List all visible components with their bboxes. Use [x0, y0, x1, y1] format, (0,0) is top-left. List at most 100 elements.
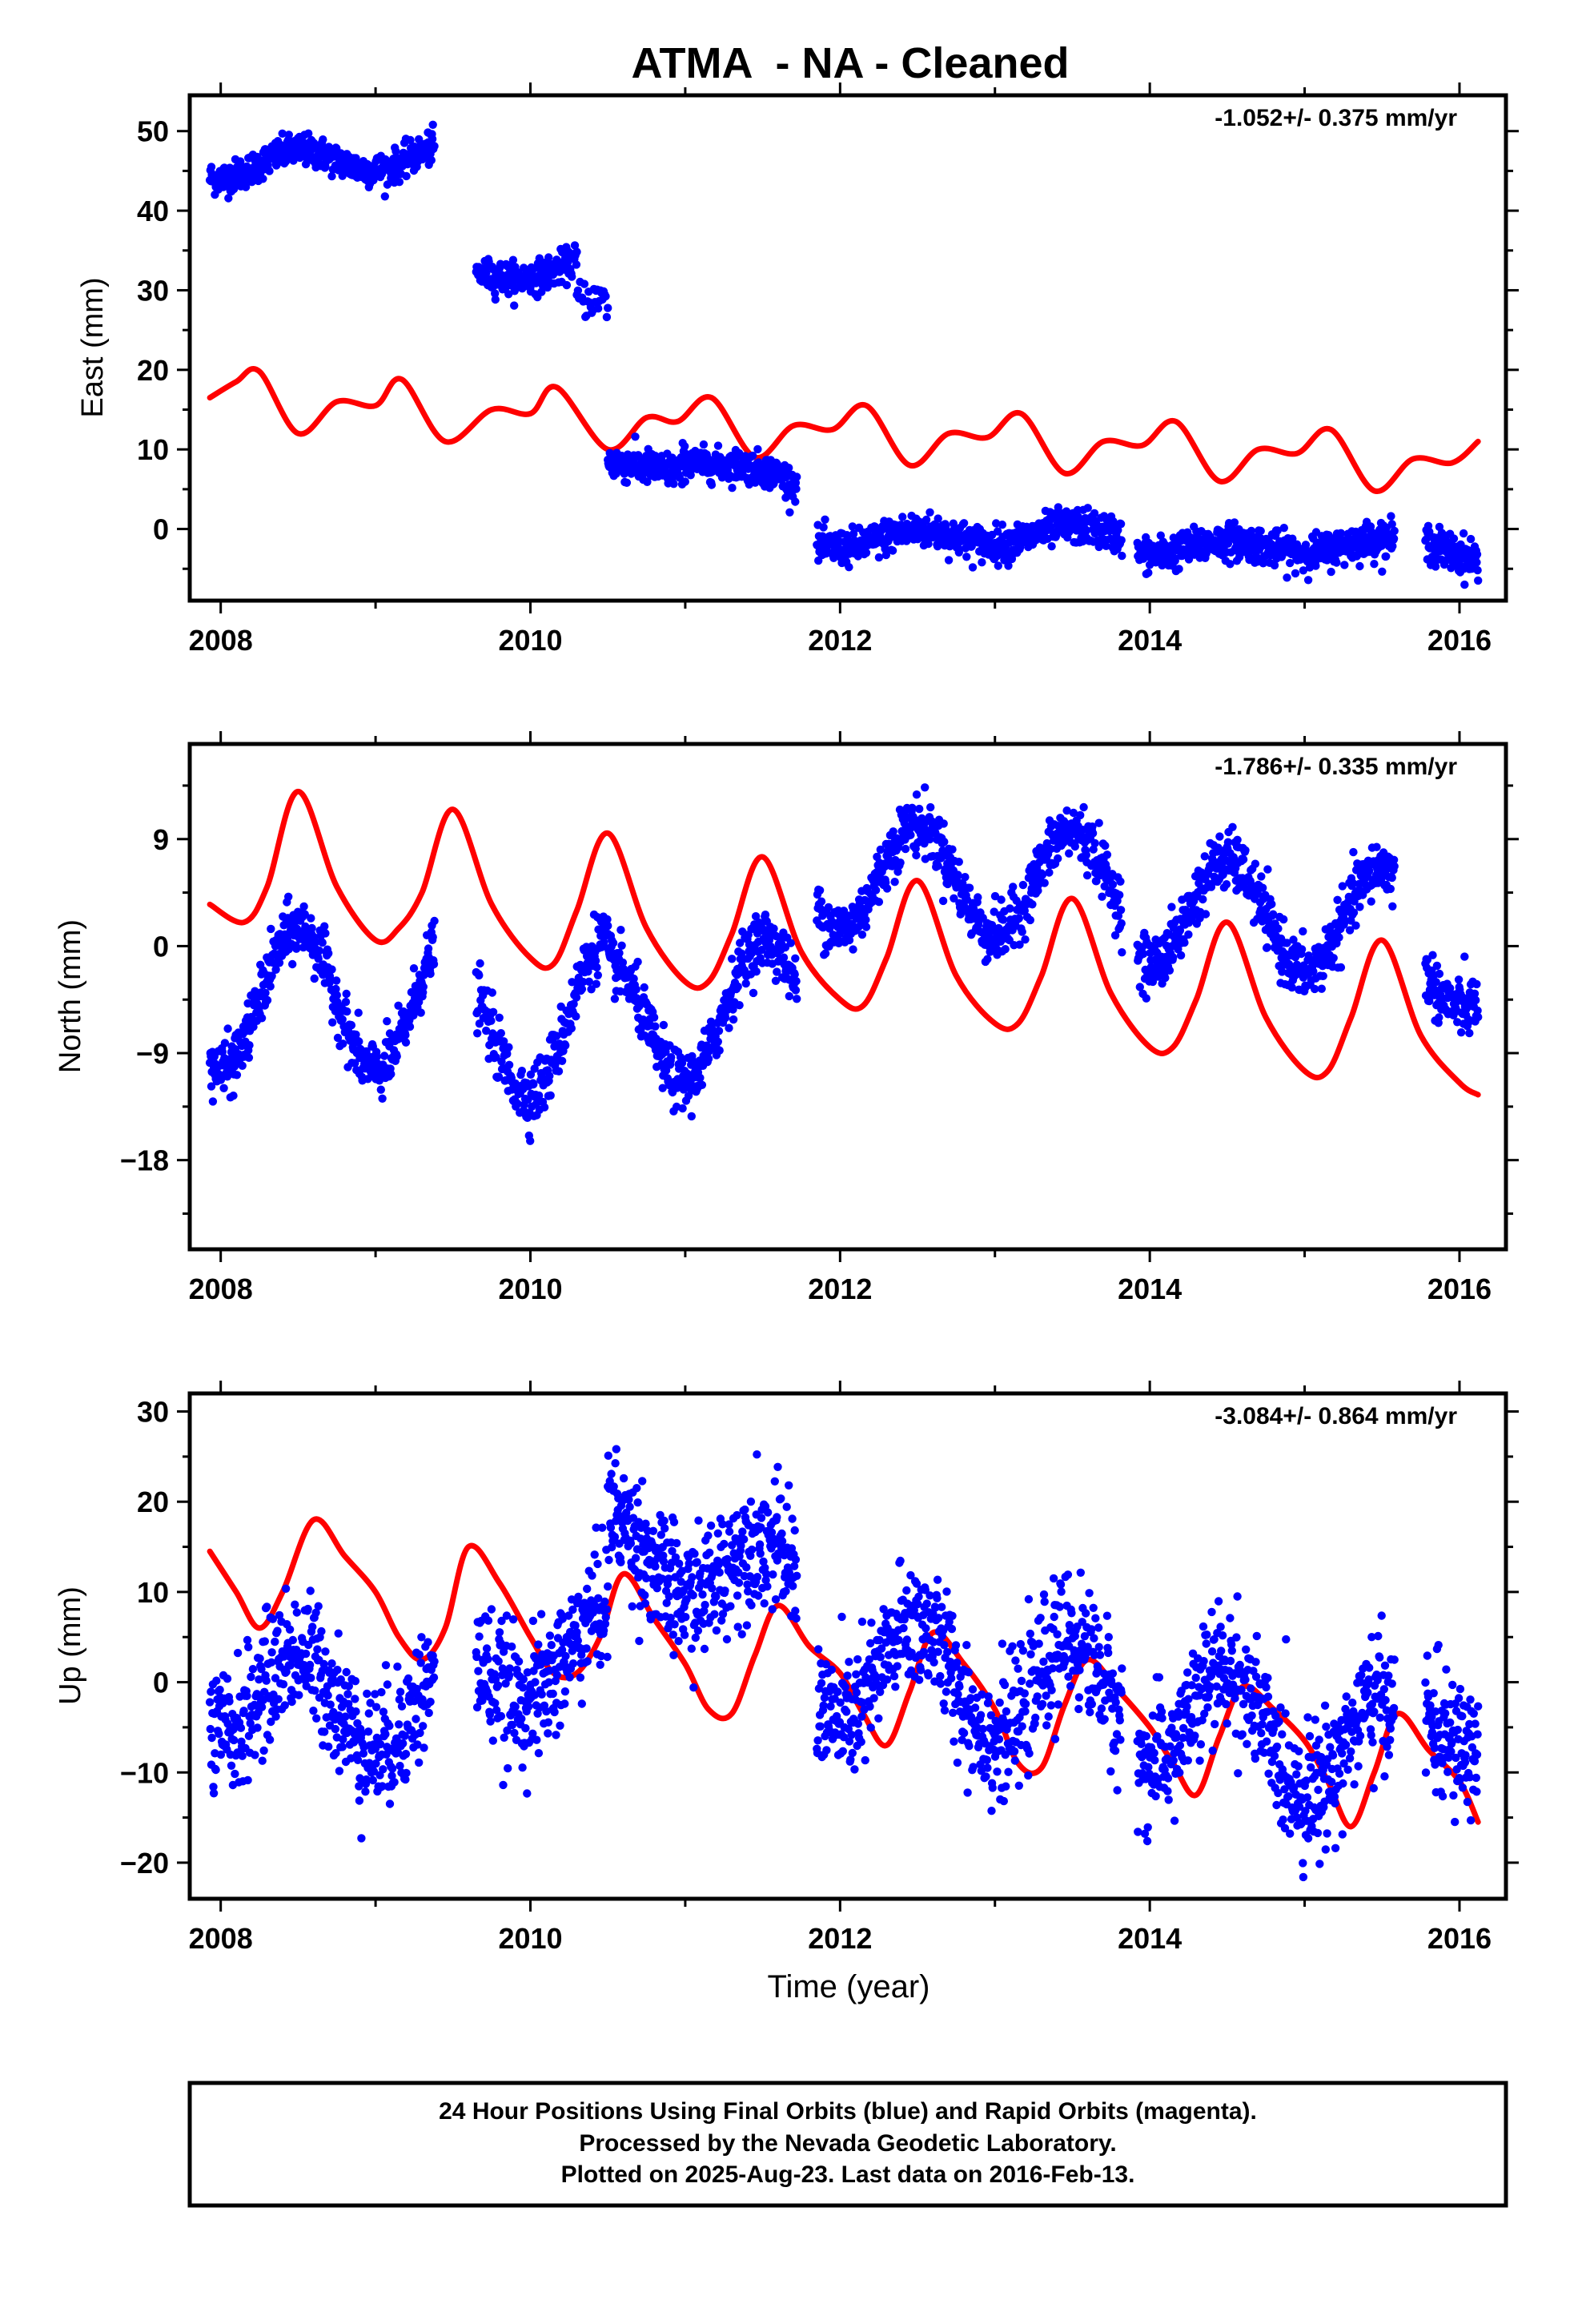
- north-observed-point: [488, 1007, 498, 1017]
- north-observed-point: [615, 948, 624, 958]
- east-observed-point: [351, 154, 360, 163]
- north-observed-point: [1253, 889, 1263, 899]
- up-xtick-label-2012: 2012: [808, 1922, 872, 1955]
- north-observed-point: [546, 1091, 555, 1100]
- north-observed-point: [861, 923, 871, 931]
- up-xtick-label-2010: 2010: [498, 1922, 562, 1955]
- north-observed-point: [1389, 855, 1399, 865]
- north-observed-point: [218, 1047, 227, 1056]
- north-observed-point: [1349, 847, 1358, 857]
- north-ytick-label--18: −18: [120, 1144, 169, 1177]
- north-observed-point: [378, 1094, 387, 1104]
- north-observed-point: [912, 850, 921, 860]
- north-observed-point: [495, 1013, 504, 1023]
- north-observed-point: [342, 989, 351, 999]
- north-observed-point: [476, 959, 484, 968]
- north-observed-point: [1310, 984, 1319, 994]
- east-observed-point: [669, 480, 678, 489]
- north-observed-point: [267, 924, 275, 934]
- figure-title: ATMA - NA - Cleaned: [632, 39, 1070, 87]
- east-ytick-label-10: 10: [137, 433, 169, 466]
- up-observed-point: [260, 1637, 269, 1646]
- east-observed-point: [959, 519, 969, 528]
- north-observed-point: [584, 967, 592, 976]
- east-observed-point: [1311, 561, 1320, 570]
- north-observed-point: [1329, 954, 1338, 963]
- north-observed-point: [1175, 926, 1185, 935]
- east-observed-point: [428, 120, 437, 129]
- panel-east-rate-label: -1.052+/- 0.375 mm/yr: [1215, 105, 1457, 131]
- north-observed-point: [697, 1080, 707, 1090]
- up-observed-point: [229, 1735, 239, 1745]
- north-observed-point: [426, 969, 435, 979]
- up-observed-point: [287, 1697, 296, 1707]
- north-observed-point: [545, 1072, 554, 1080]
- east-observed-point: [728, 484, 737, 493]
- east-observed-point: [994, 561, 1003, 570]
- north-observed-point: [347, 1021, 356, 1030]
- up-ytick-label--20: −20: [120, 1847, 169, 1880]
- north-observed-point: [1390, 862, 1399, 871]
- north-observed-point: [1257, 872, 1266, 881]
- east-observed-point: [631, 432, 640, 441]
- north-observed-point: [1367, 897, 1375, 906]
- north-observed-point: [1098, 892, 1106, 901]
- north-observed-point: [552, 1031, 561, 1040]
- north-observed-point: [1090, 838, 1099, 848]
- north-observed-point: [572, 993, 581, 1002]
- north-observed-point: [1425, 996, 1434, 1006]
- north-observed-point: [954, 870, 962, 879]
- north-observed-point: [307, 923, 316, 933]
- north-observed-point: [773, 967, 781, 976]
- north-observed-point: [950, 894, 958, 903]
- north-observed-point: [1040, 879, 1049, 887]
- up-observed-point: [215, 1685, 224, 1695]
- up-observed-point: [223, 1719, 232, 1728]
- north-observed-point: [333, 1033, 343, 1043]
- north-observed-point: [584, 977, 593, 987]
- north-observed-point: [1138, 949, 1148, 959]
- north-observed-point: [482, 1026, 491, 1035]
- north-observed-point: [311, 938, 320, 947]
- north-observed-point: [331, 984, 340, 994]
- up-observed-point: [303, 1604, 312, 1614]
- up-observed-point: [308, 1622, 317, 1631]
- east-observed-point: [327, 171, 336, 181]
- north-observed-point: [1184, 930, 1193, 939]
- up-observed-point: [207, 1687, 215, 1696]
- east-observed-point: [785, 508, 794, 517]
- north-observed-point: [1435, 969, 1444, 979]
- up-observed-point: [215, 1729, 223, 1739]
- east-observed-point: [849, 529, 858, 538]
- north-observed-point: [338, 1015, 347, 1024]
- panel-up-frame: [187, 1391, 1508, 1901]
- up-xtick-label-2008: 2008: [189, 1922, 253, 1955]
- north-observed-point: [1062, 806, 1071, 815]
- east-observed-point: [949, 519, 958, 528]
- up-observed-point: [267, 1648, 276, 1657]
- north-observed-point: [1263, 865, 1272, 874]
- east-observed-point: [570, 241, 580, 250]
- panel-east-ylabel: East (mm): [76, 277, 110, 417]
- north-observed-point: [790, 970, 799, 979]
- north-observed-point: [896, 858, 905, 867]
- east-observed-point: [1102, 541, 1110, 550]
- north-observed-point: [263, 995, 272, 1005]
- up-xtick-label-2014: 2014: [1118, 1922, 1182, 1955]
- north-observed-point: [409, 964, 419, 973]
- north-observed-point: [394, 1001, 403, 1011]
- east-observed-point: [383, 180, 392, 189]
- east-observed-point: [1004, 561, 1013, 570]
- up-observed-point: [205, 1698, 215, 1707]
- up-observed-point: [225, 1697, 234, 1706]
- east-observed-point: [304, 129, 313, 138]
- east-observed-point: [572, 260, 581, 269]
- north-observed-point: [567, 1023, 576, 1033]
- east-observed-point: [792, 485, 801, 493]
- east-observed-point: [580, 279, 589, 288]
- up-observed-point: [257, 1665, 266, 1674]
- north-observed-point: [1222, 880, 1231, 889]
- north-observed-point: [554, 1067, 564, 1076]
- north-observed-point: [926, 802, 935, 812]
- north-observed-point: [1088, 822, 1097, 831]
